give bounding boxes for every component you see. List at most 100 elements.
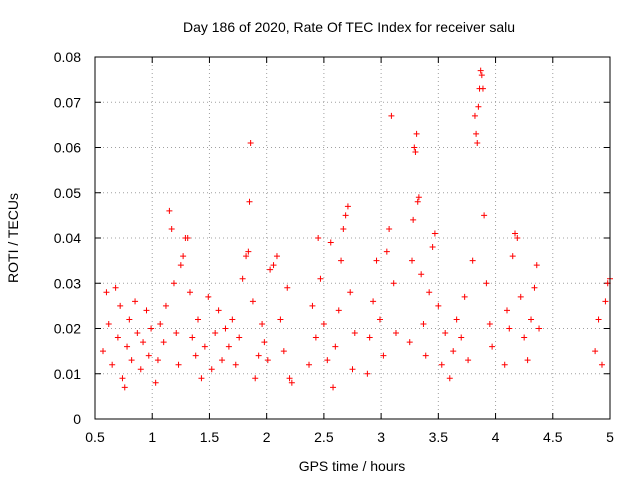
data-point (222, 325, 229, 332)
data-point (154, 357, 161, 364)
data-point (458, 334, 465, 341)
data-point (342, 212, 349, 219)
data-point (426, 289, 433, 296)
data-point (420, 320, 427, 327)
data-point (435, 302, 442, 309)
data-point (330, 384, 337, 391)
data-point (109, 361, 116, 368)
data-point (157, 320, 164, 327)
data-point (112, 284, 119, 291)
data-point (429, 244, 436, 251)
data-point (340, 225, 347, 232)
data-point (215, 307, 222, 314)
data-point (412, 149, 419, 156)
data-point (414, 198, 421, 205)
data-point (255, 352, 262, 359)
data-point (246, 198, 253, 205)
data-point (486, 320, 493, 327)
data-point (344, 203, 351, 210)
data-point (121, 384, 128, 391)
y-tick-label: 0.05 (54, 185, 81, 201)
data-point (239, 275, 246, 282)
data-point (186, 289, 193, 296)
data-point (117, 302, 124, 309)
data-point (517, 293, 524, 300)
data-point (531, 284, 538, 291)
data-point (180, 253, 187, 260)
data-point (177, 262, 184, 269)
data-point (431, 230, 438, 237)
data-point (602, 298, 609, 305)
y-tick-label: 0.06 (54, 140, 81, 156)
data-point (512, 230, 519, 237)
data-point (173, 330, 180, 337)
data-point (168, 225, 175, 232)
data-point (351, 330, 358, 337)
data-point (406, 339, 413, 346)
data-point (261, 339, 268, 346)
x-tick-label: 3 (377, 429, 385, 445)
data-point (446, 375, 453, 382)
x-tick-label: 3.5 (429, 429, 449, 445)
data-point (504, 307, 510, 314)
data-point (376, 316, 383, 323)
data-point (152, 379, 159, 386)
data-point (465, 357, 472, 364)
data-point (514, 235, 521, 241)
x-tick-label: 0.5 (85, 429, 105, 445)
y-tick-label: 0 (73, 411, 81, 427)
data-point (521, 334, 528, 341)
data-point (160, 339, 167, 346)
data-point (201, 343, 208, 350)
x-tick-label: 5 (606, 429, 614, 445)
data-point (145, 352, 152, 359)
data-point (477, 67, 484, 74)
data-point (506, 325, 513, 332)
data-point (473, 130, 480, 137)
data-point (195, 316, 201, 323)
data-point (442, 330, 449, 337)
data-point (114, 334, 121, 341)
data-point (288, 379, 295, 386)
data-points (100, 67, 613, 391)
y-axis-label: ROTI / TECUs (5, 193, 21, 283)
data-point (252, 375, 259, 382)
data-point (137, 366, 144, 373)
data-point (349, 366, 356, 373)
data-point (524, 357, 531, 364)
y-tick-label: 0.08 (54, 49, 81, 65)
x-tick-label: 4.5 (543, 429, 563, 445)
data-point (474, 139, 481, 146)
data-point (327, 239, 334, 246)
data-point (192, 352, 199, 359)
x-tick-label: 2 (263, 429, 271, 445)
y-tick-label: 0.04 (54, 230, 81, 246)
data-point (189, 334, 196, 341)
data-point (143, 307, 150, 314)
data-point (320, 320, 327, 327)
data-point (386, 225, 393, 232)
y-tick-label: 0.02 (54, 321, 81, 337)
data-point (411, 144, 418, 151)
data-point (338, 257, 345, 264)
data-point (232, 361, 239, 368)
data-point (286, 375, 293, 382)
data-point (410, 216, 417, 223)
data-point (528, 316, 535, 323)
data-point (119, 375, 126, 382)
data-point (280, 348, 287, 355)
data-point (536, 325, 543, 332)
data-point (335, 307, 342, 314)
data-point (312, 334, 319, 341)
data-point (212, 330, 219, 337)
data-point (247, 139, 254, 146)
data-point (306, 361, 313, 368)
data-point (483, 280, 490, 287)
data-point (103, 289, 110, 296)
data-point (134, 330, 141, 337)
data-point (450, 348, 457, 355)
data-point (249, 298, 256, 305)
data-point (471, 112, 478, 119)
x-tick-label: 4 (492, 429, 500, 445)
